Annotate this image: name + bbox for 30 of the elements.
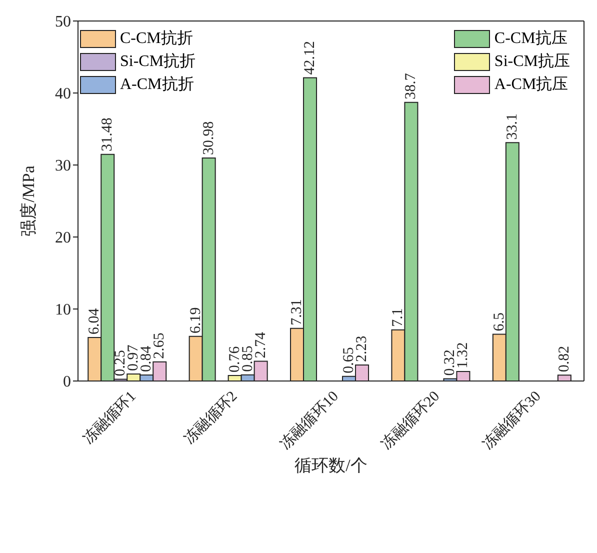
data-label: 6.5 (491, 312, 508, 332)
y-tick-label: 0 (63, 374, 71, 391)
x-tick-label: 冻融循环1 (80, 388, 140, 448)
legend-label: Si-CM抗折 (120, 52, 196, 72)
data-label: 42.12 (302, 40, 318, 75)
y-tick-label: 10 (55, 302, 71, 319)
legend-label: A-CM抗压 (494, 75, 568, 95)
legend-label: A-CM抗折 (120, 75, 194, 95)
data-label: 6.04 (86, 308, 103, 335)
y-axis-title: 强度/MPa (19, 165, 38, 236)
data-label: 31.48 (100, 118, 116, 152)
x-tick-label: 冻融循环10 (276, 388, 342, 453)
y-tick-label: 20 (55, 230, 71, 247)
data-label: 7.31 (289, 299, 306, 326)
y-tick-label: 50 (55, 14, 71, 31)
legend-label: Si-CM抗压 (494, 52, 570, 72)
data-label: 6.19 (188, 307, 204, 334)
legend-label: C-CM抗折 (120, 29, 193, 49)
y-tick-label: 40 (55, 86, 71, 103)
data-label: 33.1 (504, 113, 520, 140)
legend-label: C-CM抗压 (494, 29, 568, 49)
x-axis-title: 循环数/个 (294, 456, 368, 475)
x-tick-label: 冻融循环20 (378, 388, 444, 453)
data-label: 7.1 (390, 308, 406, 327)
x-tick-label: 冻融循环2 (180, 388, 241, 448)
data-label: 38.7 (403, 72, 420, 100)
y-tick-label: 30 (55, 158, 71, 175)
x-tick-label: 冻融循环30 (479, 388, 544, 453)
data-label: 0.82 (556, 346, 572, 372)
data-label: 30.98 (200, 121, 217, 155)
